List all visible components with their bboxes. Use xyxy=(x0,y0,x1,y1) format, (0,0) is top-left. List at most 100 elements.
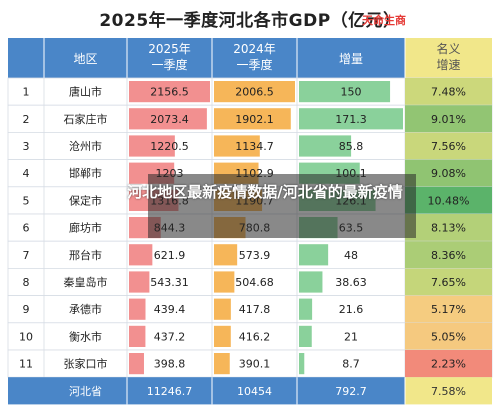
row-number: 6 xyxy=(23,222,30,235)
gdp2025-label: 543.31 xyxy=(150,276,189,289)
header-bg xyxy=(8,38,405,78)
gdp2025-label: 398.8 xyxy=(154,358,186,371)
header-label: 地区 xyxy=(73,52,97,66)
rate-cell xyxy=(405,350,492,378)
rate-label: 9.08% xyxy=(431,167,466,180)
total-rate-label: 7.58% xyxy=(431,385,466,398)
gdp2025-label: 2156.5 xyxy=(150,86,189,99)
rate-label: 5.17% xyxy=(431,303,466,316)
gdp2025-label: 621.9 xyxy=(154,249,186,262)
gdp2025-bar xyxy=(129,81,210,103)
rate-label: 7.65% xyxy=(431,276,466,289)
row-number: 3 xyxy=(23,140,30,153)
header-label: 增速 xyxy=(436,58,460,72)
header-label: 一季度 xyxy=(236,57,272,72)
increase-bar xyxy=(299,135,352,157)
brand-watermark: 天命生商 xyxy=(362,14,406,27)
rate-cell xyxy=(405,322,492,350)
increase-label: 85.8 xyxy=(339,140,364,153)
rate-label: 2.23% xyxy=(431,358,466,371)
rate-label: 10.48% xyxy=(428,194,470,207)
gdp2024-bar xyxy=(214,135,260,157)
row-number: 7 xyxy=(23,249,30,262)
rate-cell xyxy=(405,105,492,133)
increase-label: 171.3 xyxy=(335,113,367,126)
region-label: 衡水市 xyxy=(69,329,102,343)
rate-cell xyxy=(405,159,492,187)
gdp2024-label: 1902.1 xyxy=(235,113,274,126)
row-number: 11 xyxy=(19,358,33,371)
gdp2025-bar xyxy=(129,244,153,266)
caption-overlay xyxy=(148,174,416,238)
gdp2024-label: 504.68 xyxy=(235,276,274,289)
gdp2024-label: 2006.5 xyxy=(235,86,274,99)
rate-cell xyxy=(405,268,492,296)
rate-label: 9.01% xyxy=(431,113,466,126)
total-gdp2024-label: 10454 xyxy=(237,385,272,398)
gdp2025-bar xyxy=(129,108,207,130)
header-label: 名义 xyxy=(436,41,460,56)
region-label: 秦皇岛市 xyxy=(64,275,108,289)
row-number: 1 xyxy=(23,86,30,99)
row-number: 10 xyxy=(19,330,33,343)
total-rate-cell xyxy=(405,377,492,405)
rate-cell xyxy=(405,241,492,269)
increase-bar xyxy=(299,81,391,103)
total-region-label: 河北省 xyxy=(69,385,102,398)
gdp2024-bar xyxy=(214,271,235,293)
gdp2024-bar xyxy=(214,81,295,103)
gdp2024-label: 573.9 xyxy=(239,249,271,262)
header-label: 增量 xyxy=(339,52,363,66)
rate-cell xyxy=(405,214,492,242)
gdp2024-label: 1134.7 xyxy=(235,140,274,153)
increase-label: 21.6 xyxy=(339,303,364,316)
rate-label: 8.36% xyxy=(431,249,466,262)
gdp2025-bar xyxy=(129,271,150,293)
row-number: 9 xyxy=(23,303,30,316)
rate-label: 5.05% xyxy=(431,330,466,343)
increase-bar xyxy=(299,244,329,266)
header-label: 2024年 xyxy=(233,42,276,56)
increase-bar xyxy=(299,108,403,130)
increase-label: 150 xyxy=(341,86,362,99)
total-increase-label: 792.7 xyxy=(335,385,367,398)
gdp2024-bar xyxy=(214,108,291,130)
total-row xyxy=(8,377,405,405)
region-label: 邯郸市 xyxy=(69,166,102,180)
region-label: 廊坊市 xyxy=(69,221,102,235)
rate-label: 7.48% xyxy=(431,86,466,99)
page-title: 2025年一季度河北各市GDP（亿元） xyxy=(99,11,401,31)
region-label: 承德市 xyxy=(69,302,102,316)
gdp2025-bar xyxy=(129,135,175,157)
gdp2025-bar xyxy=(129,298,146,320)
overlay-caption: 河北地区最新疫情数据/河北省的最新疫情 xyxy=(127,183,403,201)
gdp2025-bar xyxy=(129,353,144,375)
gdp2024-bar xyxy=(214,244,238,266)
row-number: 4 xyxy=(23,167,30,180)
increase-bar xyxy=(299,353,305,375)
row-number: 5 xyxy=(23,194,30,207)
region-label: 唐山市 xyxy=(69,85,102,99)
header-label: 一季度 xyxy=(151,57,187,72)
gdp2025-bar xyxy=(129,325,146,347)
increase-bar xyxy=(299,298,313,320)
region-label: 石家庄市 xyxy=(64,112,108,126)
total-gdp2025-label: 11246.7 xyxy=(147,385,193,398)
region-label: 保定市 xyxy=(69,193,102,207)
gdp2024-bar xyxy=(214,353,230,375)
row-number: 2 xyxy=(23,113,30,126)
gdp2024-bar xyxy=(214,298,231,320)
increase-bar xyxy=(299,325,312,347)
rate-label: 8.13% xyxy=(431,222,466,235)
region-label: 沧州市 xyxy=(69,139,102,153)
rate-cell xyxy=(405,295,492,323)
gdp2025-label: 2073.4 xyxy=(150,113,189,126)
row-number: 8 xyxy=(23,276,30,289)
rate-cell xyxy=(405,78,492,106)
gdp2025-label: 439.4 xyxy=(154,303,186,316)
rate-label: 7.56% xyxy=(431,140,466,153)
gdp2024-label: 417.8 xyxy=(239,303,271,316)
gdp2024-label: 416.2 xyxy=(239,330,271,343)
gdp2025-label: 437.2 xyxy=(154,330,186,343)
region-label: 邢台市 xyxy=(69,248,102,262)
